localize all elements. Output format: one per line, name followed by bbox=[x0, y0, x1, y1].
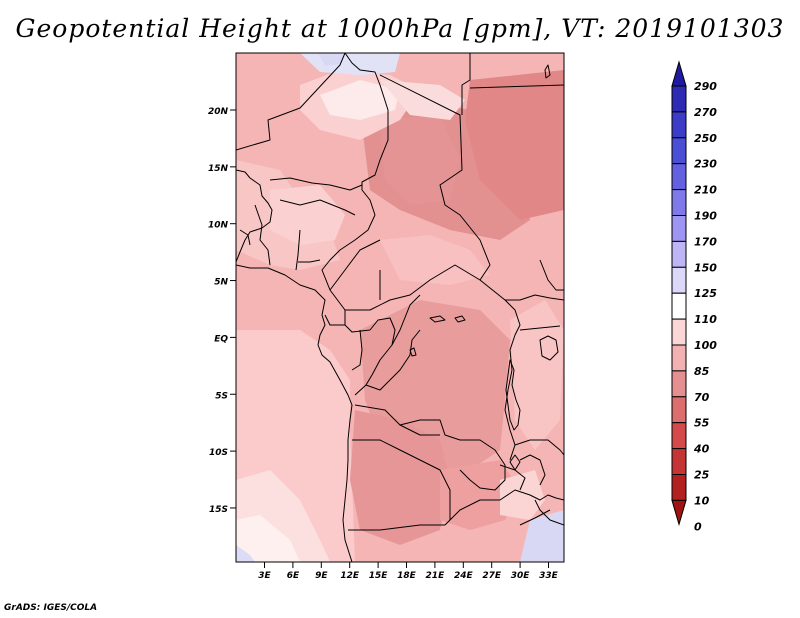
chad-dark-region bbox=[380, 115, 460, 205]
lon-tick-label: 24E bbox=[454, 571, 474, 581]
colorbar-label: 250 bbox=[694, 132, 717, 145]
colorbar-swatch bbox=[671, 292, 687, 320]
lat-tick-label: 5N bbox=[214, 278, 228, 288]
latitude-axis: 20N 15N 10N 5N EQ 5S 10S 15S bbox=[208, 107, 236, 515]
colorbar-swatch bbox=[671, 422, 687, 450]
southwest-blue-patch bbox=[236, 545, 255, 562]
colorbar-label: 70 bbox=[694, 391, 710, 404]
lon-tick-label: 18E bbox=[397, 571, 417, 581]
colorbar-label: 150 bbox=[694, 261, 717, 274]
southeast-blue-patch bbox=[520, 510, 564, 562]
car-light-region bbox=[380, 235, 490, 285]
lat-tick-label: 10N bbox=[208, 221, 229, 231]
colorbar-label: 10 bbox=[694, 494, 710, 507]
egypt-mid-region bbox=[465, 70, 564, 220]
colorbar-swatch bbox=[671, 215, 687, 242]
map-field bbox=[236, 53, 564, 562]
colorbar-bottom-arrow bbox=[671, 499, 687, 527]
lon-tick-label: 33E bbox=[539, 571, 559, 581]
colorbar: 2902702502302101901701501251101008570554… bbox=[671, 60, 717, 533]
lat-tick-label: 5S bbox=[215, 391, 228, 401]
lat-tick-label: 15N bbox=[208, 164, 229, 174]
lon-tick-label: 15E bbox=[369, 571, 389, 581]
colorbar-label: 25 bbox=[694, 469, 710, 482]
nigeria-light-region bbox=[270, 185, 345, 245]
colorbar-label: 190 bbox=[694, 210, 717, 223]
colorbar-label: 0 bbox=[694, 520, 702, 533]
colorbar-swatch bbox=[671, 137, 687, 165]
lon-tick-label: 6E bbox=[287, 571, 300, 581]
colorbar-swatch bbox=[671, 163, 687, 191]
sahara-white-region bbox=[320, 80, 400, 120]
angola-dark-region bbox=[350, 410, 450, 545]
colorbar-swatch bbox=[671, 396, 687, 424]
lon-tick-label: 27E bbox=[482, 571, 502, 581]
colorbar-swatch bbox=[671, 240, 687, 268]
map-title: Geopotential Height at 1000hPa [gpm], VT… bbox=[15, 14, 785, 43]
colorbar-label: 100 bbox=[694, 339, 717, 352]
colorbar-swatch bbox=[671, 318, 687, 346]
colorbar-label: 230 bbox=[694, 158, 717, 171]
colorbar-label: 270 bbox=[694, 106, 717, 119]
colorbar-label: 85 bbox=[694, 365, 710, 378]
lat-tick-label: 15S bbox=[209, 505, 228, 515]
colorbar-swatch bbox=[671, 85, 687, 113]
lon-tick-label: 9E bbox=[315, 571, 328, 581]
lon-tick-label: 30E bbox=[511, 571, 531, 581]
lon-tick-label: 12E bbox=[340, 571, 360, 581]
north-blue-patch-2 bbox=[318, 53, 345, 66]
colorbar-swatch bbox=[671, 111, 687, 139]
colorbar-label: 170 bbox=[694, 235, 717, 248]
lon-tick-label: 21E bbox=[426, 571, 446, 581]
colorbar-label: 40 bbox=[693, 443, 710, 456]
ocean-white-region bbox=[236, 515, 300, 562]
colorbar-swatch bbox=[671, 448, 687, 476]
lat-tick-label: 10S bbox=[209, 448, 228, 458]
colorbar-label: 290 bbox=[694, 80, 717, 93]
colorbar-swatch bbox=[671, 474, 687, 501]
colorbar-swatch bbox=[671, 344, 687, 372]
lon-tick-label: 3E bbox=[258, 571, 271, 581]
lat-tick-label: 20N bbox=[208, 107, 229, 117]
colorbar-label: 210 bbox=[694, 184, 717, 197]
colorbar-label: 125 bbox=[694, 287, 717, 300]
colorbar-label: 110 bbox=[694, 313, 717, 326]
colorbar-top-arrow bbox=[671, 60, 687, 87]
mozambique-light-region bbox=[500, 470, 545, 520]
libya-light-region bbox=[380, 80, 465, 120]
footer-credit: GrADS: IGES/COLA bbox=[4, 603, 98, 613]
colorbar-swatch bbox=[671, 266, 687, 294]
lat-tick-label: EQ bbox=[214, 334, 228, 344]
map-frame bbox=[235, 52, 565, 563]
colorbar-swatch bbox=[671, 370, 687, 398]
country-borders bbox=[236, 53, 564, 562]
colorbar-swatch bbox=[671, 189, 687, 217]
longitude-axis: 3E 6E 9E 12E 15E 18E 21E 24E 27E 30E 33E bbox=[258, 562, 559, 581]
colorbar-label: 55 bbox=[694, 417, 710, 430]
